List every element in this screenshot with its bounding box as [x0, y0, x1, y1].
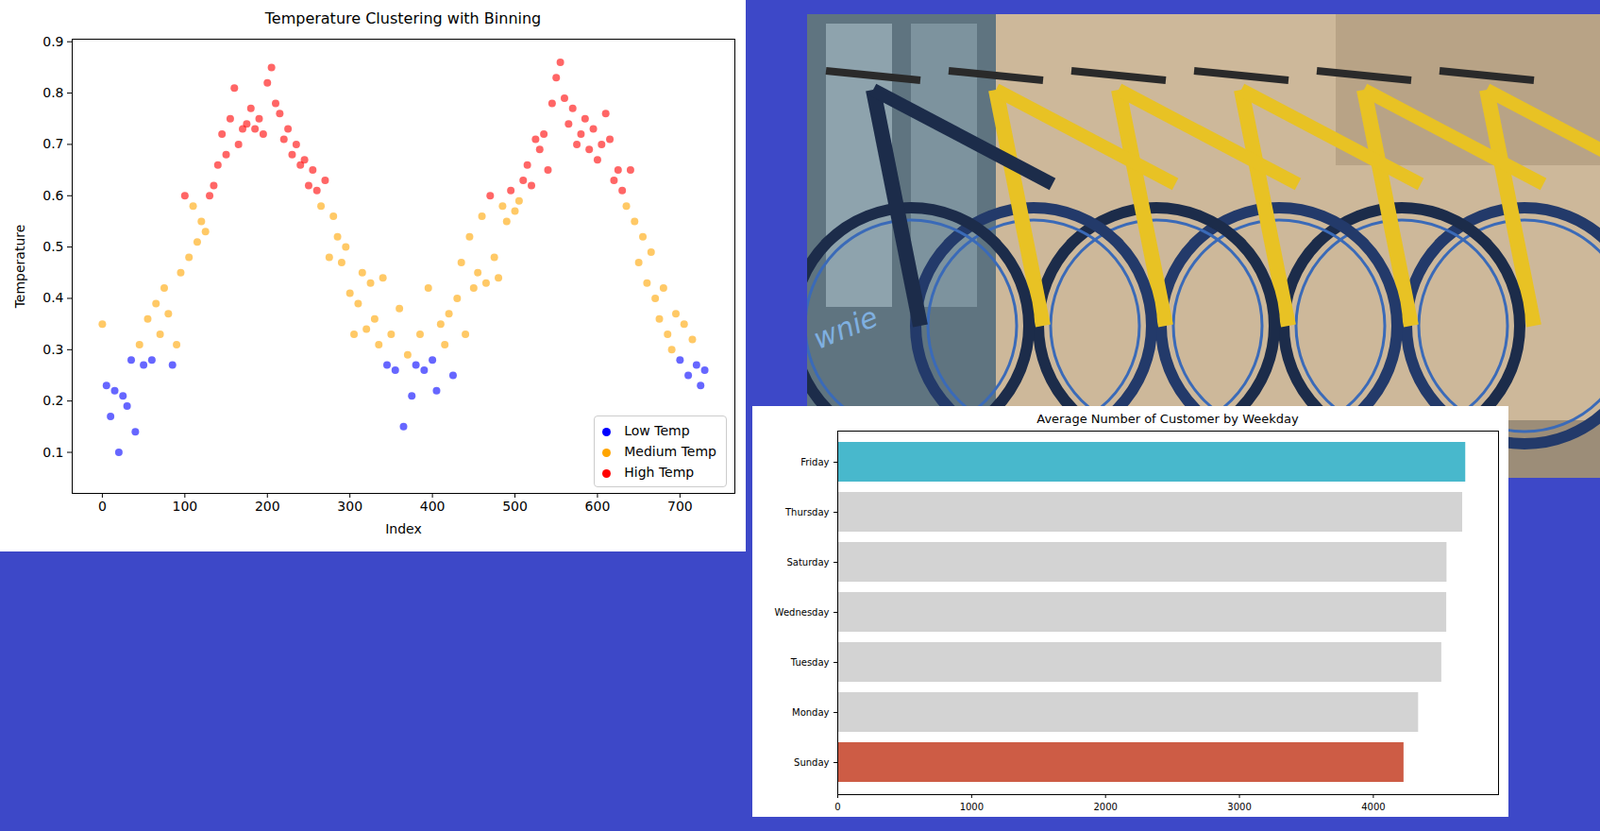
svg-text:700: 700: [667, 498, 693, 514]
svg-text:100: 100: [171, 498, 198, 514]
svg-text:600: 600: [585, 498, 611, 514]
svg-text:Wednesday: Wednesday: [774, 606, 830, 618]
svg-text:Thursday: Thursday: [784, 506, 830, 518]
svg-text:1000: 1000: [960, 801, 984, 812]
svg-text:Monday: Monday: [791, 707, 830, 718]
svg-text:0.2: 0.2: [42, 392, 64, 408]
html-text:Average Number of Customer by: Average Number of Customer by Weekday: [1036, 411, 1299, 426]
svg-text:200: 200: [254, 498, 281, 514]
html-text:Temperature Clustering with Bi: Temperature Clustering with Binning: [264, 9, 542, 28]
svg-text:400: 400: [420, 498, 446, 514]
svg-text:4000: 4000: [1361, 801, 1385, 812]
svg-text:wnie: wnie: [808, 300, 883, 356]
svg-text:0.9: 0.9: [42, 33, 64, 50]
svg-text:0.8: 0.8: [42, 84, 64, 101]
svg-text:0.3: 0.3: [42, 341, 64, 357]
svg-text:0.1: 0.1: [42, 443, 64, 459]
svg-text:0.7: 0.7: [42, 135, 64, 152]
svg-text:500: 500: [502, 498, 528, 514]
svg-text:0: 0: [834, 801, 841, 812]
svg-text:Index: Index: [385, 521, 422, 537]
svg-text:Sunday: Sunday: [793, 757, 829, 768]
svg-text:Tuesday: Tuesday: [790, 656, 830, 668]
svg-text:Saturday: Saturday: [786, 556, 829, 568]
svg-text:Temperature: Temperature: [12, 224, 28, 310]
svg-text:0.6: 0.6: [42, 187, 64, 203]
svg-text:0.5: 0.5: [42, 238, 64, 254]
html-text:Low Temp: Low Temp: [624, 422, 690, 438]
html-text:Medium Temp: Medium Temp: [624, 443, 717, 459]
svg-text:300: 300: [336, 498, 363, 514]
svg-text:Friday: Friday: [800, 456, 829, 468]
html-text:High Temp: High Temp: [624, 464, 694, 480]
svg-text:0.4: 0.4: [42, 289, 64, 305]
svg-text:0: 0: [98, 498, 107, 514]
svg-text:2000: 2000: [1093, 801, 1117, 812]
svg-text:3000: 3000: [1227, 801, 1251, 812]
